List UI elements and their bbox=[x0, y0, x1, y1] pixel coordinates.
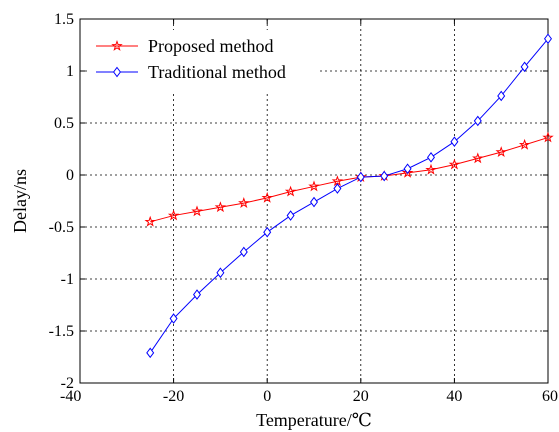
data-point-diamond bbox=[450, 136, 459, 148]
data-point-diamond bbox=[497, 90, 506, 102]
data-point-star bbox=[191, 205, 203, 217]
y-axis-label: Delay/ns bbox=[10, 169, 30, 233]
x-tick-label: 0 bbox=[263, 388, 271, 405]
legend-item: Proposed method bbox=[96, 36, 274, 56]
data-point-diamond bbox=[193, 289, 201, 300]
data-point-star bbox=[144, 215, 156, 227]
data-point-diamond bbox=[520, 61, 529, 73]
x-tick-label: -20 bbox=[163, 388, 184, 405]
data-point-diamond bbox=[216, 267, 225, 279]
y-tick-label: 1.5 bbox=[54, 11, 74, 28]
y-tick-label: 0.5 bbox=[54, 115, 74, 132]
legend: Proposed method Traditional method bbox=[88, 30, 320, 92]
y-tick-label: 1 bbox=[66, 63, 74, 80]
data-point-diamond bbox=[239, 246, 248, 258]
data-point-star bbox=[214, 201, 227, 213]
data-point-star bbox=[238, 197, 250, 208]
data-point-star bbox=[472, 152, 484, 164]
data-point-star bbox=[167, 209, 180, 221]
data-point-diamond bbox=[113, 66, 121, 78]
x-axis-label: Temperature/℃ bbox=[256, 410, 372, 430]
y-tick-label: -1.5 bbox=[49, 323, 74, 340]
data-point-diamond bbox=[356, 171, 365, 183]
data-point-diamond bbox=[169, 313, 178, 324]
data-point-star bbox=[425, 163, 437, 175]
legend-label: Proposed method bbox=[148, 36, 274, 56]
x-tick-label: -40 bbox=[60, 388, 81, 405]
series-proposed-method bbox=[144, 131, 554, 227]
plot-frame bbox=[79, 18, 549, 384]
data-point-diamond bbox=[427, 151, 435, 163]
legend-label: Traditional method bbox=[148, 62, 286, 82]
x-tick-label: 40 bbox=[446, 388, 462, 405]
data-point-star bbox=[284, 185, 297, 197]
data-point-star bbox=[448, 158, 461, 170]
series-line bbox=[149, 38, 549, 354]
series-layer bbox=[144, 33, 554, 359]
x-tick-label: 60 bbox=[542, 388, 558, 405]
data-point-diamond bbox=[333, 183, 342, 194]
axis-ticks: -40 -20 0 20 40 60 -2 -1.5 -1 -0.5 0 0.5 1 1.5 bbox=[49, 11, 558, 405]
data-point-star bbox=[542, 131, 554, 143]
data-point-diamond bbox=[403, 163, 412, 175]
data-point-diamond bbox=[146, 347, 155, 359]
data-point-star bbox=[401, 166, 414, 178]
data-point-diamond bbox=[286, 210, 295, 221]
y-tick-label: -0.5 bbox=[49, 219, 74, 236]
legend-item: Traditional method bbox=[96, 62, 286, 82]
x-tick-label: 20 bbox=[353, 388, 369, 405]
data-point-diamond bbox=[544, 33, 552, 45]
data-point-star bbox=[308, 180, 320, 192]
y-tick-label: -2 bbox=[61, 375, 74, 392]
legend-box bbox=[88, 30, 320, 92]
data-point-star bbox=[261, 191, 273, 203]
series-traditional-method bbox=[146, 33, 552, 359]
y-tick-label: -1 bbox=[61, 271, 74, 288]
data-point-star bbox=[331, 175, 344, 187]
y-tick-label: 0 bbox=[66, 167, 74, 184]
data-point-diamond bbox=[263, 226, 272, 238]
data-point-diamond bbox=[310, 196, 318, 208]
data-point-star bbox=[495, 146, 507, 157]
data-point-star bbox=[518, 138, 531, 150]
data-point-diamond bbox=[380, 170, 389, 182]
data-point-star bbox=[111, 39, 123, 51]
data-point-diamond bbox=[473, 115, 482, 127]
